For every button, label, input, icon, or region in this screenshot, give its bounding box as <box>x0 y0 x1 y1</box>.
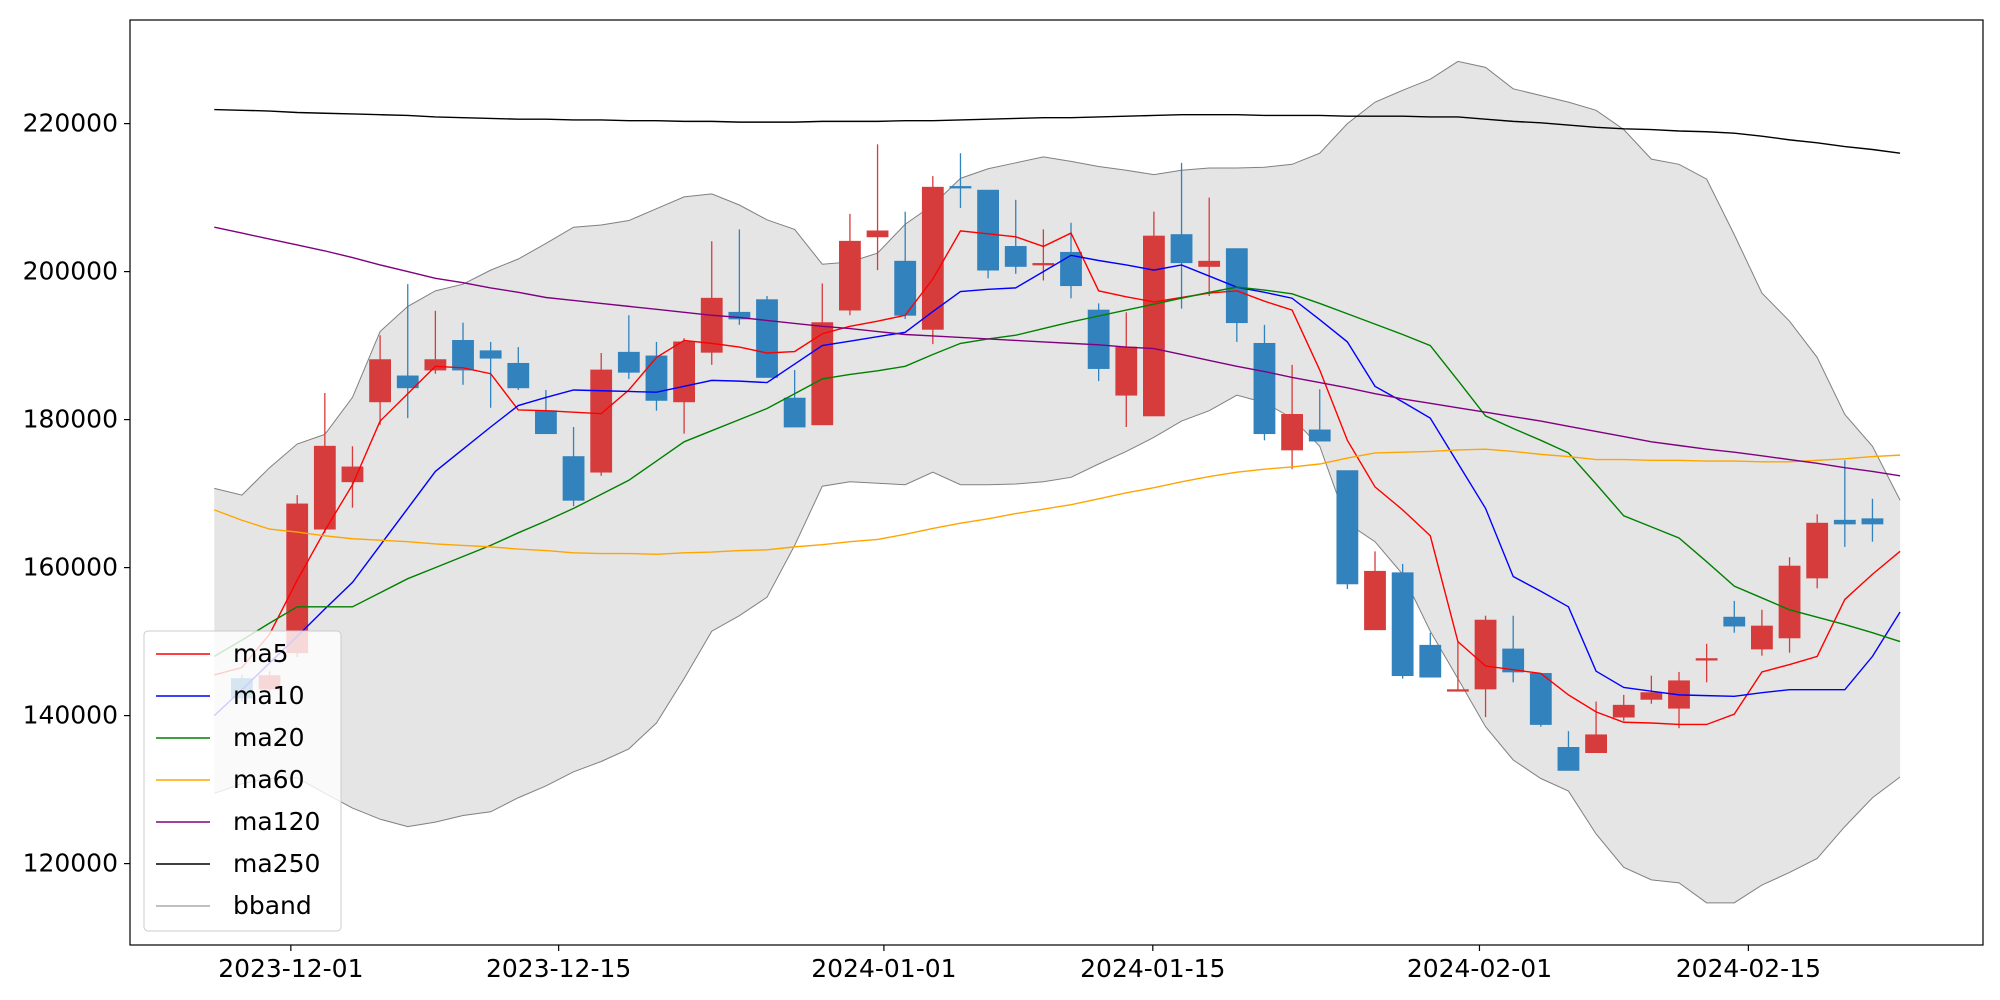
candle-body <box>1004 246 1027 267</box>
candle-body <box>341 466 364 483</box>
candle-body <box>1391 572 1414 677</box>
legend-label: ma120 <box>233 807 320 836</box>
candle-body <box>1612 704 1635 718</box>
candle-body <box>1502 648 1525 673</box>
candle-body <box>700 297 723 353</box>
ma-line <box>214 108 1901 154</box>
candle-body <box>286 503 309 654</box>
x-tick-label: 2024-02-01 <box>1407 954 1552 983</box>
y-tick-label: 200000 <box>23 257 118 286</box>
candle-body <box>894 260 917 316</box>
legend: ma5 ma10 ma20 ma60 ma120 ma250 bband <box>143 630 342 932</box>
candle-body <box>1364 570 1386 631</box>
candle-body <box>1253 342 1276 435</box>
candle-body <box>756 299 778 378</box>
band-lower <box>214 394 1901 904</box>
band-area <box>214 61 1901 903</box>
ma-line <box>214 230 1901 726</box>
candle-body <box>313 445 336 530</box>
candle-body <box>479 350 502 359</box>
x-tick-label: 2023-12-15 <box>486 954 631 983</box>
candle-body <box>1778 565 1801 639</box>
candle-body <box>1198 260 1221 267</box>
candle-body <box>1281 414 1303 451</box>
candle-body <box>1336 470 1359 585</box>
y-tick-label: 220000 <box>23 109 118 138</box>
candle-body <box>728 311 751 320</box>
candle-body <box>369 359 392 403</box>
candle-body <box>1474 619 1497 690</box>
legend-label: ma5 <box>233 639 289 668</box>
candle-body <box>1695 658 1718 661</box>
candle-body <box>1723 616 1746 627</box>
candle-body <box>673 341 696 403</box>
plot-area <box>213 60 1901 904</box>
x-tick-label: 2024-01-01 <box>811 954 956 983</box>
band-upper <box>214 60 1901 501</box>
axes-frame <box>129 19 1984 946</box>
legend-label: ma10 <box>233 681 304 710</box>
y-tick-label: 120000 <box>23 849 118 878</box>
candle-body <box>1115 346 1138 396</box>
candle-body <box>645 355 668 401</box>
y-tick-label: 180000 <box>23 405 118 434</box>
candle-body <box>617 351 640 373</box>
legend-box <box>143 630 342 932</box>
candle-body <box>1419 644 1442 678</box>
candle-body <box>1529 673 1552 725</box>
y-tick-label: 140000 <box>23 701 118 730</box>
candle-body <box>424 359 447 371</box>
candle-body <box>811 322 834 426</box>
candle-body <box>1861 518 1884 525</box>
candle-body <box>590 369 613 473</box>
candle-body <box>1308 429 1331 442</box>
candle-body <box>1170 234 1193 264</box>
x-tick-label: 2024-02-15 <box>1676 954 1821 983</box>
ma-line <box>214 226 1901 477</box>
candle-body <box>1806 522 1829 579</box>
y-tick-label: 160000 <box>23 553 118 582</box>
candle-body <box>921 186 944 330</box>
ma-line <box>213 254 1901 717</box>
candle-body <box>1751 625 1773 650</box>
legend-label: ma250 <box>233 849 320 878</box>
candle-body <box>1225 248 1248 324</box>
ma-line <box>214 448 1901 555</box>
candle-body <box>1447 689 1469 692</box>
candle-body <box>1585 734 1607 754</box>
candle-body <box>1032 263 1055 266</box>
candle-body <box>839 240 861 311</box>
candle-body <box>396 375 419 389</box>
candle-body <box>535 410 557 435</box>
candle-body <box>977 189 1000 271</box>
candle-body <box>507 362 530 389</box>
x-tick-label: 2023-12-01 <box>218 954 363 983</box>
candle-body <box>1143 235 1165 417</box>
candle-body <box>1060 251 1082 287</box>
candle-body <box>783 397 806 428</box>
x-tick-label: 2024-01-15 <box>1080 954 1225 983</box>
legend-label: ma20 <box>233 723 304 752</box>
candle-body <box>452 340 474 371</box>
legend-label: bband <box>233 891 312 920</box>
candle-body <box>1640 692 1663 700</box>
candle-body <box>1833 519 1856 525</box>
legend-label: ma60 <box>233 765 304 794</box>
candle-body <box>1557 747 1580 771</box>
candle-body <box>866 230 889 238</box>
candle-body <box>949 186 972 189</box>
candle-body <box>562 456 585 501</box>
candle-body <box>1087 309 1110 369</box>
ma-line <box>213 286 1901 658</box>
